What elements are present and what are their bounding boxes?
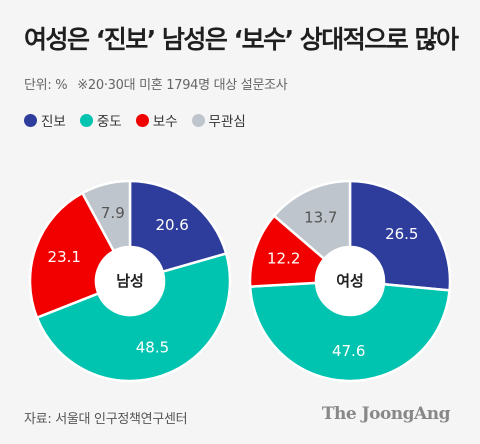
survey-note: ※20·30대 미혼 1794명 대상 설문조사 (77, 78, 288, 93)
legend-item: 중도 (79, 110, 122, 130)
legend-item: 보수 (135, 110, 178, 130)
data-label: 23.1 (48, 248, 81, 266)
donut-center-label: 남성 (116, 272, 144, 290)
data-label: 7.9 (101, 204, 125, 222)
donut-center-label: 여성 (336, 272, 364, 290)
legend-label: 무관심 (208, 114, 246, 130)
source-text: 자료: 서울대 인구정책연구센터 (24, 412, 188, 427)
legend-item: 진보 (24, 110, 66, 130)
legend-swatch (191, 113, 205, 127)
legend: 진보 중도 보수 무관심 (24, 110, 246, 130)
data-label: 13.7 (304, 208, 337, 226)
data-label: 20.6 (155, 216, 188, 234)
legend-item: 무관심 (191, 110, 246, 130)
brand-logo: The JoongAng (321, 404, 451, 424)
legend-label: 중도 (96, 114, 122, 130)
unit-label: 단위: % (24, 78, 68, 93)
chart-subtitle: 단위: % ※20·30대 미혼 1794명 대상 설문조사 (24, 74, 288, 93)
donut-hole (316, 247, 384, 315)
legend-label: 진보 (41, 114, 66, 130)
legend-swatch (135, 113, 149, 127)
data-label: 26.5 (385, 225, 418, 243)
data-label: 12.2 (267, 250, 300, 268)
donut-hole (96, 247, 164, 315)
legend-swatch (79, 113, 93, 127)
chart-title: 여성은 ‘진보’ 남성은 ‘보수’ 상대적으로 많아 (24, 25, 459, 54)
legend-swatch (24, 113, 37, 127)
data-label: 48.5 (136, 338, 169, 356)
legend-label: 보수 (152, 114, 178, 130)
data-label: 47.6 (332, 342, 365, 360)
